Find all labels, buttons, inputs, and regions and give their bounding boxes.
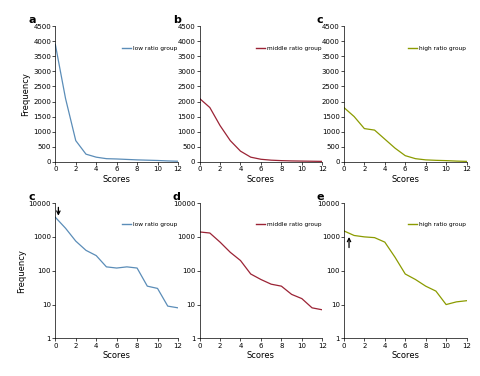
- Text: c: c: [28, 192, 35, 202]
- Legend: high ratio group: high ratio group: [407, 222, 465, 227]
- X-axis label: Scores: Scores: [102, 174, 131, 183]
- Legend: high ratio group: high ratio group: [407, 45, 465, 50]
- X-axis label: Scores: Scores: [246, 351, 275, 360]
- X-axis label: Scores: Scores: [102, 351, 131, 360]
- Text: e: e: [316, 192, 324, 202]
- Text: b: b: [172, 15, 180, 26]
- Text: c: c: [316, 15, 323, 26]
- Legend: low ratio group: low ratio group: [122, 222, 177, 227]
- X-axis label: Scores: Scores: [390, 351, 419, 360]
- Text: d: d: [172, 192, 180, 202]
- Y-axis label: Frequency: Frequency: [17, 249, 26, 293]
- X-axis label: Scores: Scores: [390, 174, 419, 183]
- Legend: low ratio group: low ratio group: [122, 45, 177, 50]
- Y-axis label: Frequency: Frequency: [21, 72, 30, 116]
- X-axis label: Scores: Scores: [246, 174, 275, 183]
- Legend: middle ratio group: middle ratio group: [255, 222, 321, 227]
- Text: a: a: [28, 15, 36, 26]
- Legend: middle ratio group: middle ratio group: [255, 45, 321, 50]
